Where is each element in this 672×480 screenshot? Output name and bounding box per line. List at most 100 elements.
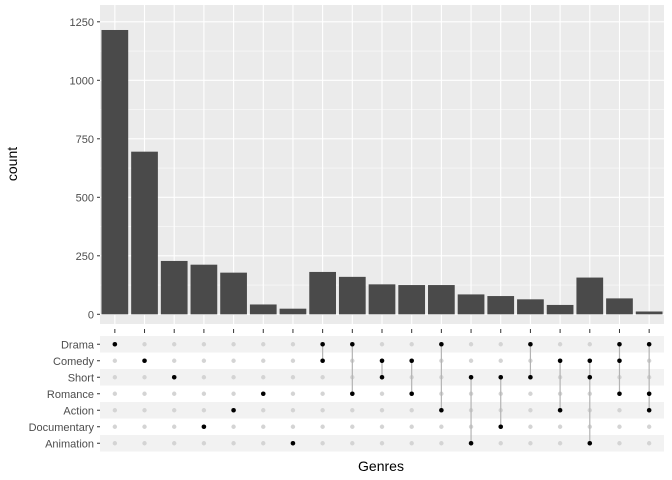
matrix-dot-inactive (172, 391, 177, 396)
matrix-dot-inactive (290, 391, 296, 396)
matrix-dot-active (320, 358, 325, 364)
set-label: Comedy (53, 356, 94, 368)
set-label: Drama (61, 339, 95, 351)
matrix-dot-inactive (350, 408, 355, 413)
matrix-dot-inactive (261, 424, 266, 429)
matrix-dot-inactive (142, 375, 147, 380)
matrix-dot-inactive (587, 342, 592, 347)
matrix-dot-inactive (498, 358, 503, 363)
matrix-dot-inactive (172, 342, 177, 347)
bar (457, 294, 485, 315)
matrix-dot-inactive (290, 342, 296, 347)
bar (309, 271, 336, 315)
matrix-dot-inactive (646, 441, 652, 446)
matrix-dot-inactive (350, 441, 355, 446)
x-axis-title: Genres (358, 458, 404, 474)
matrix-dot-inactive (112, 408, 118, 413)
matrix-dot-active (142, 358, 147, 364)
matrix-dot-inactive (409, 424, 414, 429)
matrix-dot-inactive (290, 358, 296, 363)
matrix-dot-inactive (320, 424, 325, 429)
matrix-dot-inactive (439, 424, 444, 429)
matrix-panel: Drama Comedy Short Romance Action Documentary… (29, 329, 664, 452)
matrix-dot-inactive (646, 424, 652, 429)
matrix-dot-active (646, 391, 652, 397)
bar (517, 299, 544, 315)
bar (131, 151, 158, 315)
matrix-dot-inactive (290, 408, 296, 413)
y-tick-label: 250 (76, 251, 94, 263)
matrix-dot-inactive (201, 375, 207, 380)
bar (546, 304, 574, 315)
matrix-dot-inactive (617, 424, 622, 429)
y-tick-label: 1000 (70, 75, 94, 87)
matrix-dot-active (439, 407, 444, 413)
matrix-dot-inactive (261, 408, 266, 413)
matrix-dot-inactive (528, 391, 533, 396)
matrix-dot-active (557, 358, 563, 364)
matrix-dot-inactive (320, 441, 325, 446)
matrix-dot-active (201, 424, 207, 430)
matrix-dot-inactive (528, 441, 533, 446)
matrix-dot-inactive (498, 342, 503, 347)
bar (101, 29, 129, 315)
set-label: Documentary (29, 422, 95, 434)
matrix-dot-active (617, 341, 622, 347)
matrix-dot-inactive (142, 424, 147, 429)
matrix-dot-inactive (112, 358, 118, 363)
matrix-dot-inactive (172, 441, 177, 446)
matrix-dot-active (112, 341, 118, 347)
matrix-dot-inactive (350, 424, 355, 429)
matrix-dot-inactive (468, 358, 474, 363)
matrix-dot-inactive (112, 375, 118, 380)
matrix-dot-active (409, 358, 414, 364)
matrix-dot-active (379, 358, 385, 364)
matrix-dot-inactive (231, 441, 236, 446)
matrix-dot-inactive (112, 441, 118, 446)
set-label: Action (63, 405, 94, 417)
bar (635, 311, 663, 315)
matrix-dot-inactive (379, 391, 385, 396)
bar (576, 277, 604, 315)
matrix-dot-active (587, 374, 593, 380)
matrix-dot-inactive (557, 342, 563, 347)
bar (279, 308, 307, 315)
y-axis-title: count (4, 147, 20, 181)
matrix-dot-inactive (320, 375, 325, 380)
matrix-dot-inactive (172, 424, 177, 429)
matrix-dot-active (498, 374, 504, 380)
matrix-dot-active (498, 424, 504, 430)
matrix-dot-inactive (379, 424, 385, 429)
bar (428, 285, 455, 315)
matrix-dot-inactive (557, 441, 563, 446)
bar (487, 296, 515, 315)
bar-panel: 0 250 500 750 1000 1250 (70, 5, 664, 324)
matrix-dot-inactive (379, 408, 385, 413)
bar (190, 264, 218, 315)
matrix-dot-active (617, 391, 622, 397)
matrix-dot-inactive (142, 391, 147, 396)
matrix-dot-inactive (290, 424, 296, 429)
bar (398, 285, 426, 315)
matrix-dot-active (379, 374, 385, 380)
matrix-dot-inactive (112, 391, 118, 396)
matrix-dot-inactive (112, 424, 118, 429)
matrix-dot-inactive (409, 441, 414, 446)
matrix-dot-active (468, 374, 474, 380)
matrix-dot-active (528, 374, 533, 380)
set-label: Short (68, 372, 94, 384)
matrix-dot-inactive (528, 408, 533, 413)
matrix-dot-inactive (320, 391, 325, 396)
matrix-dot-inactive (261, 441, 266, 446)
set-label: Romance (47, 389, 94, 401)
matrix-dot-active (171, 374, 177, 380)
matrix-dot-inactive (172, 358, 177, 363)
matrix-dot-active (231, 407, 236, 413)
matrix-dot-active (557, 407, 563, 413)
bar (220, 272, 247, 315)
matrix-dot-active (350, 341, 355, 347)
matrix-dot-active (646, 407, 652, 413)
matrix-dot-inactive (201, 441, 207, 446)
y-tick-label: 750 (76, 134, 94, 146)
